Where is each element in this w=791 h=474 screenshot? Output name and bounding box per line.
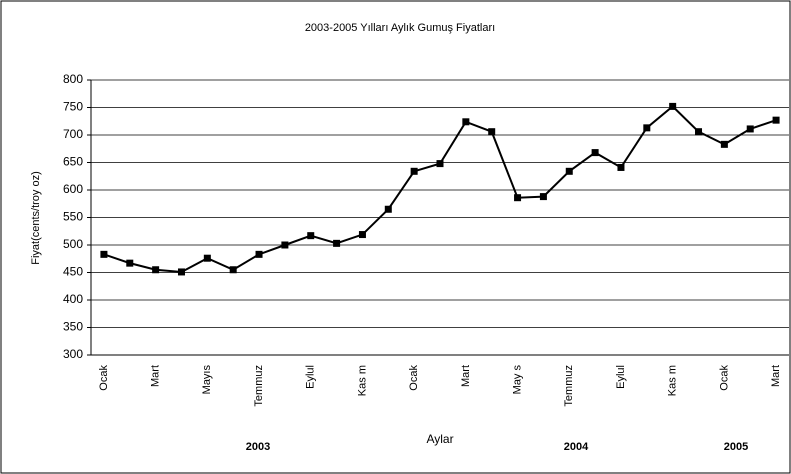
data-point — [514, 194, 522, 202]
data-point — [565, 167, 573, 175]
y-tick-label: 300 — [63, 347, 83, 361]
data-point — [333, 239, 341, 247]
data-point — [177, 268, 185, 276]
y-tick-label: 400 — [63, 292, 83, 306]
y-tick-label: 650 — [63, 155, 83, 169]
data-point — [539, 193, 547, 201]
x-tick-label: Mart — [460, 365, 472, 387]
chart-title: 2003-2005 Yılları Aylık Gumuş Fiyatları — [305, 22, 495, 34]
y-tick-label: 700 — [63, 127, 83, 141]
series-line — [103, 105, 777, 273]
data-point — [746, 125, 754, 133]
data-point — [100, 250, 108, 258]
data-point — [591, 149, 599, 157]
x-tick-label: Ocak — [718, 365, 730, 391]
x-tick-label: Ocak — [98, 365, 110, 391]
y-axis-label: Fiyat(cents/troy oz) — [30, 171, 42, 265]
data-point — [669, 102, 677, 110]
data-point — [695, 128, 703, 136]
x-axis-label: Aylar — [426, 432, 453, 446]
y-tick-label: 750 — [63, 100, 83, 114]
year-label: 2005 — [724, 441, 748, 453]
y-tick-label: 550 — [63, 210, 83, 224]
x-tick-label: Eylul — [615, 365, 627, 389]
x-tick-label: Mart — [150, 365, 162, 387]
data-point — [488, 128, 496, 136]
x-tick-label: Temmuz — [563, 365, 575, 407]
data-point — [229, 266, 237, 274]
y-tick-label: 450 — [63, 265, 83, 279]
data-point — [436, 160, 444, 168]
year-label: 2003 — [246, 441, 270, 453]
x-tick-label: Ocak — [408, 365, 420, 391]
x-tick-label: Mayıs — [201, 365, 213, 395]
data-point — [410, 167, 418, 175]
y-tick-label: 350 — [63, 320, 83, 334]
data-point — [384, 205, 392, 213]
data-point — [462, 118, 470, 126]
data-point — [203, 254, 211, 262]
data-point — [126, 259, 134, 267]
x-tick-label: Kas m — [667, 365, 679, 396]
data-point — [281, 241, 289, 249]
data-point — [720, 140, 728, 148]
y-tick-label: 800 — [63, 72, 83, 86]
data-point — [307, 232, 315, 240]
data-point — [358, 231, 366, 239]
data-point — [152, 266, 160, 274]
x-tick-label: Temmuz — [253, 365, 265, 407]
x-tick-label: Mart — [770, 365, 782, 387]
data-point — [772, 116, 780, 124]
y-tick-label: 500 — [63, 237, 83, 251]
x-tick-label: Eylul — [305, 365, 317, 389]
data-point — [617, 163, 625, 171]
x-tick-label: May s — [511, 365, 523, 395]
data-point — [643, 124, 651, 132]
data-point — [255, 250, 263, 258]
x-tick-label: Kas m — [356, 365, 368, 396]
y-tick-label: 600 — [63, 182, 83, 196]
year-label: 2004 — [564, 441, 589, 453]
